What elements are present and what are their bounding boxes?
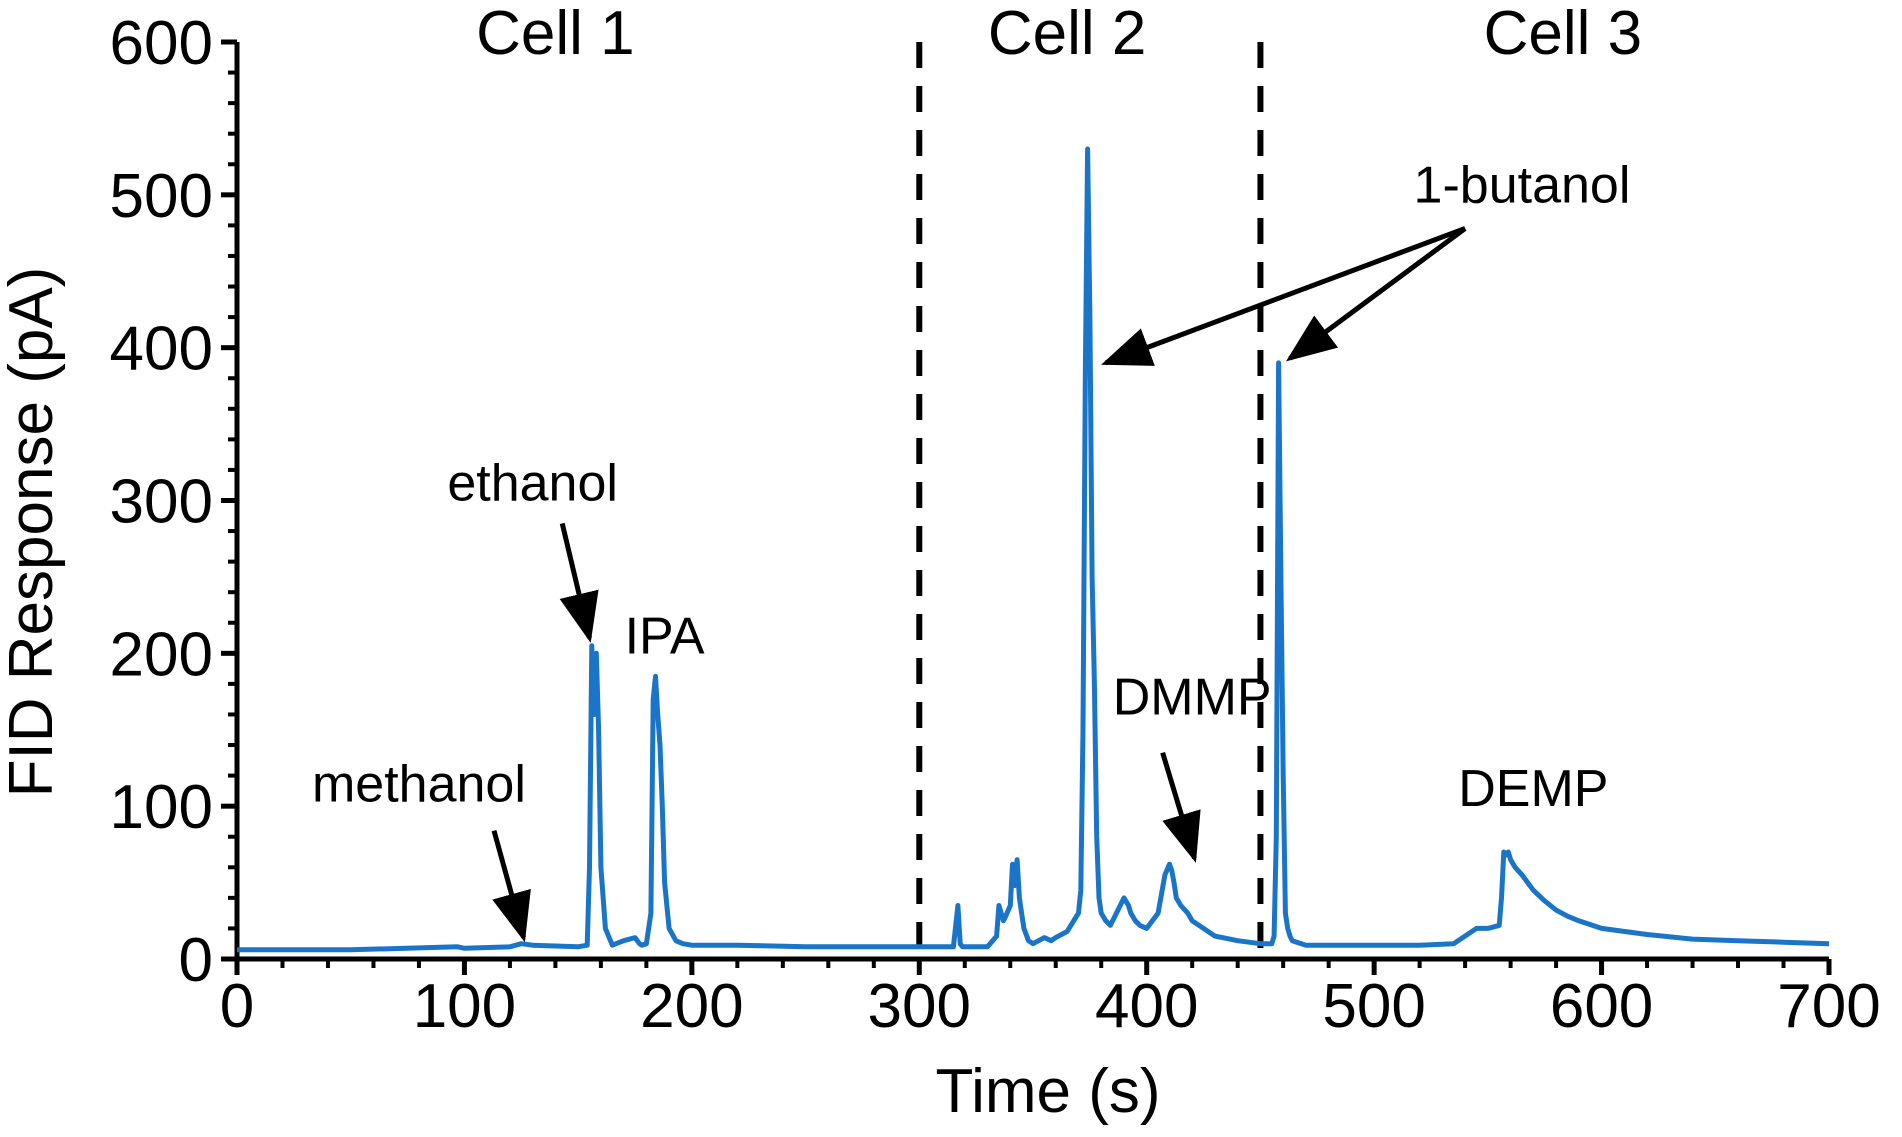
peak-label: 1-butanol — [1414, 156, 1631, 214]
y-tick-label: 400 — [110, 315, 213, 384]
x-tick-label: 600 — [1550, 972, 1653, 1041]
peak-label: ethanol — [447, 455, 618, 513]
y-tick-label: 600 — [110, 9, 213, 78]
peak-label: DMMP — [1113, 668, 1272, 726]
annotation-arrow — [1101, 226, 1466, 366]
cell-label: Cell 1 — [476, 0, 635, 68]
y-tick-label: 0 — [179, 926, 213, 995]
peak-label: DEMP — [1458, 760, 1608, 818]
annotation-arrow — [491, 829, 531, 943]
axes: 0 100 200 300 400 500 600 700 0 100 200 300 400 500 60… — [110, 0, 1881, 1041]
y-axis-title: FID Response (pA) — [0, 267, 66, 798]
x-tick-label: 0 — [220, 972, 254, 1041]
x-axis-title: Time (s) — [936, 1057, 1161, 1126]
annotation-arrow — [1285, 226, 1467, 362]
annotation-arrow — [1160, 751, 1201, 863]
cell-label: Cell 3 — [1484, 0, 1643, 68]
x-tick-label: 400 — [1095, 972, 1198, 1041]
cell-label: Cell 2 — [988, 0, 1147, 68]
annotation-arrow — [559, 522, 599, 643]
y-tick-label: 300 — [110, 468, 213, 537]
x-tick-label: 500 — [1322, 972, 1425, 1041]
x-tick-label: 200 — [640, 972, 743, 1041]
annotations: methanol ethanol IPA DMMP DEMP 1-butanol — [312, 156, 1631, 943]
x-tick-label: 700 — [1777, 972, 1880, 1041]
peak-label: methanol — [312, 756, 526, 814]
series-layer — [237, 146, 1830, 953]
y-tick-label: 100 — [110, 773, 213, 842]
peak-label: IPA — [625, 607, 705, 665]
y-tick-label: 500 — [110, 162, 213, 231]
y-tick-label: 200 — [110, 620, 213, 689]
series-line — [237, 146, 1830, 953]
x-tick-label: 300 — [868, 972, 971, 1041]
x-tick-label: 100 — [413, 972, 516, 1041]
